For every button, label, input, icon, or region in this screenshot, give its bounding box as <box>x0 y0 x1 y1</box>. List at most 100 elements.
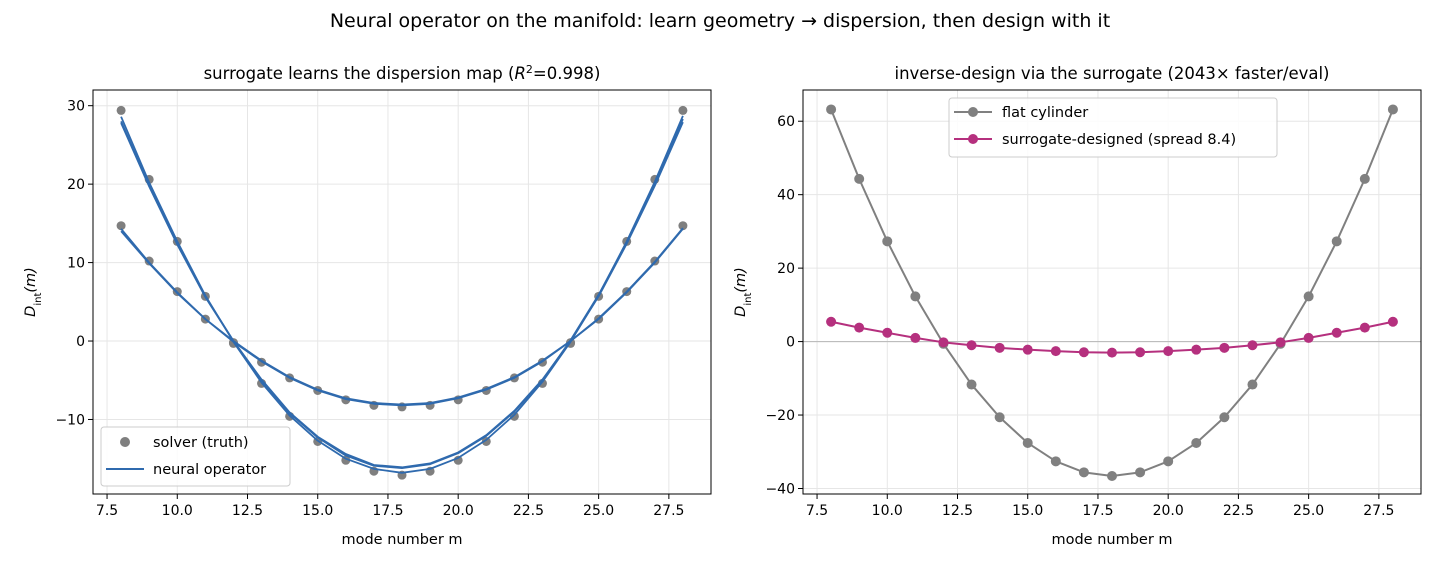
left-x-tick-label: 22.5 <box>513 503 544 519</box>
left-y-tick-label: 30 <box>67 99 85 115</box>
right-x-tick-label: 10.0 <box>872 503 903 519</box>
surrogate-designed-point <box>938 337 949 348</box>
legend-label-flat-cylinder: flat cylinder <box>1002 105 1088 121</box>
surrogate-designed-point <box>1191 344 1202 355</box>
flat-cylinder-point <box>1135 467 1146 478</box>
right-plot-area <box>803 104 1421 482</box>
solver-truth-point <box>116 105 126 115</box>
surrogate-designed-point <box>1387 316 1398 327</box>
right-legend: flat cylinder surrogate-designed (spread… <box>948 97 1278 158</box>
right-panel-title: inverse-design via the surrogate (2043× … <box>895 64 1330 83</box>
surrogate-designed-point <box>1107 347 1117 358</box>
right-axes-frame <box>802 89 1422 495</box>
flat-cylinder-point <box>1387 104 1398 115</box>
left-x-tick-label: 25.0 <box>583 503 614 519</box>
left-x-tick-label: 20.0 <box>443 503 474 519</box>
flat-cylinder-point <box>882 236 893 247</box>
left-legend: solver (truth) neural operator <box>100 426 291 487</box>
solver-truth-point <box>116 221 126 231</box>
legend-label-neural-operator: neural operator <box>153 462 266 478</box>
flat-cylinder-point <box>1247 379 1258 390</box>
left-y-tick-label: 10 <box>67 256 85 272</box>
left-x-tick-label: 12.5 <box>232 503 263 519</box>
inverse-design-panel: inverse-design via the surrogate (2043× … <box>733 64 1422 548</box>
surrogate-designed-point <box>1078 347 1089 358</box>
right-x-tick-label: 27.5 <box>1363 503 1394 519</box>
right-y-tick-label: 20 <box>777 261 795 277</box>
right-x-tick-label: 22.5 <box>1223 503 1254 519</box>
left-y-tick-label: 20 <box>67 177 85 193</box>
surrogate-designed-point <box>1135 347 1146 358</box>
flat-cylinder-point <box>910 291 921 302</box>
flat-cylinder-point <box>854 173 865 184</box>
surrogate-designed-point <box>1022 344 1033 355</box>
surrogate-designed-point <box>882 327 893 338</box>
left-x-tick-label: 27.5 <box>653 503 684 519</box>
right-y-tick-label: 40 <box>777 188 795 204</box>
left-x-tick-label: 17.5 <box>372 503 403 519</box>
flat-cylinder-point <box>826 104 837 115</box>
right-x-tick-label: 7.5 <box>806 503 828 519</box>
flat-cylinder-point <box>1303 291 1314 302</box>
right-y-tick-label: 60 <box>777 114 795 130</box>
surrogate-designed-point <box>1163 346 1174 357</box>
flat-cylinder-point <box>1163 456 1174 467</box>
surrogate-designed-point <box>1275 337 1286 348</box>
legend-marker-solver-truth <box>120 437 130 447</box>
flat-cylinder-point <box>1219 412 1230 423</box>
flat-cylinder-point <box>994 412 1005 423</box>
right-x-axis-label: mode number m <box>1051 532 1172 548</box>
surrogate-designed-point <box>1219 342 1230 353</box>
left-x-tick-label: 10.0 <box>162 503 193 519</box>
flat-cylinder-point <box>1050 456 1061 467</box>
right-x-tick-label: 17.5 <box>1082 503 1113 519</box>
right-x-tick-label: 25.0 <box>1293 503 1324 519</box>
solver-truth-point <box>678 221 688 231</box>
left-grid <box>93 90 711 494</box>
left-x-tick-label: 15.0 <box>302 503 333 519</box>
flat-cylinder-point <box>1331 236 1342 247</box>
neural-operator-line <box>120 121 684 469</box>
surrogate-designed-point <box>1331 327 1342 338</box>
legend-label-solver-truth: solver (truth) <box>153 435 249 451</box>
surrogate-designed-point <box>1050 346 1061 357</box>
solver-truth-point <box>678 105 688 115</box>
flat-cylinder-point <box>1359 173 1370 184</box>
left-y-tick-label: 0 <box>76 334 85 350</box>
right-x-tick-label: 15.0 <box>1012 503 1043 519</box>
flat-cylinder-point <box>1022 437 1033 448</box>
left-plot-area <box>116 105 688 480</box>
right-legend-box <box>948 97 1278 158</box>
right-x-tick-label: 12.5 <box>942 503 973 519</box>
neural-operator-line <box>120 227 684 406</box>
surrogate-designed-point <box>1359 322 1370 333</box>
flat-cylinder-point <box>1078 467 1089 478</box>
right-y-axis: −40 −20 0 20 40 60 <box>765 114 803 497</box>
left-x-tick-label: 7.5 <box>96 503 118 519</box>
surrogate-designed-point <box>994 342 1005 353</box>
legend-marker-surrogate-designed <box>968 134 978 144</box>
surrogate-designed-point <box>1247 340 1258 351</box>
surrogate-designed-point <box>910 332 921 343</box>
dispersion-map-panel: surrogate learns the dispersion map (R2=… <box>23 63 712 548</box>
left-x-axis-label: mode number m <box>341 532 462 548</box>
left-y-axis: −10 0 10 20 30 <box>55 99 93 428</box>
left-axes-frame <box>92 89 712 495</box>
right-y-axis-label: Dint(m) <box>733 267 754 317</box>
left-y-axis-label: Dint(m) <box>23 267 44 317</box>
left-legend-box <box>100 426 291 487</box>
flat-cylinder-point <box>1107 471 1117 482</box>
left-y-tick-label: −10 <box>55 412 85 428</box>
surrogate-designed-point <box>966 340 977 351</box>
left-x-axis: 7.5 10.0 12.5 15.0 17.5 20.0 22.5 25.0 27.5 <box>96 494 684 519</box>
surrogate-designed-point <box>1303 332 1314 343</box>
solver-truth-point <box>481 436 491 446</box>
left-panel-title: surrogate learns the dispersion map (R2=… <box>204 63 601 84</box>
flat-cylinder-point <box>966 379 977 390</box>
right-x-axis: 7.5 10.0 12.5 15.0 17.5 20.0 22.5 25.0 27.5 <box>806 494 1394 519</box>
legend-label-surrogate-designed: surrogate-designed (spread 8.4) <box>1002 132 1236 148</box>
flat-cylinder-point <box>1191 437 1202 448</box>
right-y-tick-label: −40 <box>765 481 795 497</box>
figure-suptitle: Neural operator on the manifold: learn g… <box>330 10 1110 32</box>
